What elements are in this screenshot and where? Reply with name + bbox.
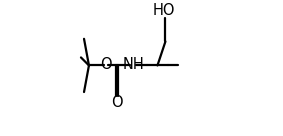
Text: NH: NH [122, 57, 144, 72]
Text: O: O [100, 57, 112, 72]
Text: HO: HO [153, 3, 175, 18]
Text: O: O [112, 95, 123, 109]
